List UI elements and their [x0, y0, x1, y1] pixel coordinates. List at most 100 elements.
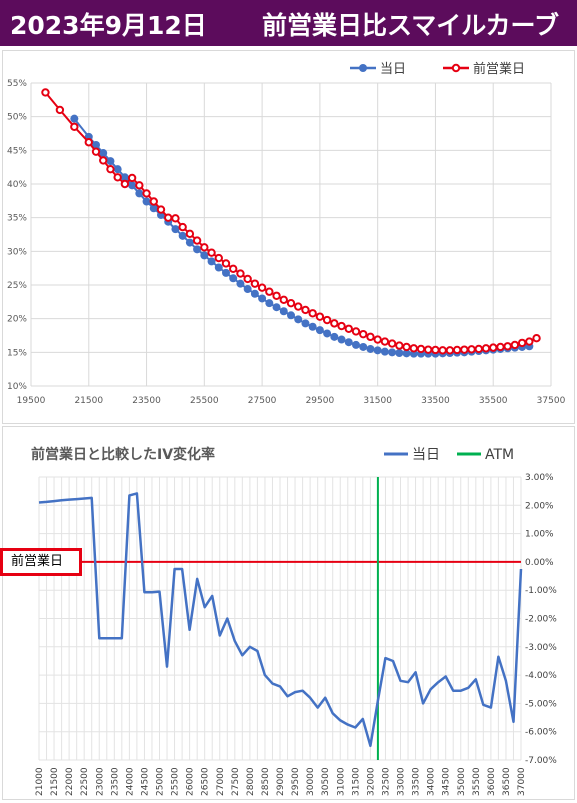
x-tick-label: 25000 [156, 767, 166, 796]
y-tick-label: 3.00% [525, 473, 554, 483]
today-point [395, 349, 404, 358]
x-tick-label: 35500 [472, 767, 482, 796]
iv-change-line [38, 492, 523, 748]
y-tick-label: -5.00% [525, 699, 557, 709]
previous-point [272, 291, 281, 300]
previous-point [467, 345, 476, 354]
previous-point [106, 164, 115, 174]
previous-point [359, 329, 368, 339]
previous-point [164, 213, 173, 222]
x-tick-label: 37000 [517, 767, 527, 796]
x-tick-label: 24000 [125, 767, 135, 796]
previous-point [178, 222, 187, 232]
today-point [352, 340, 360, 349]
x-tick-label: 36000 [487, 767, 497, 796]
x-tick-label: 30000 [306, 767, 316, 796]
y-tick-label: 40% [7, 180, 27, 190]
today-point [135, 189, 144, 198]
previous-point [279, 295, 288, 305]
previous-point [438, 346, 447, 355]
previous-point [452, 345, 462, 355]
previous-point [113, 173, 122, 182]
x-tick-label: 24500 [140, 767, 150, 796]
previous-point [445, 346, 455, 355]
today-point [330, 332, 339, 341]
today-point [229, 274, 238, 283]
previous-point [460, 345, 469, 354]
legend-label: 当日 [412, 447, 440, 463]
previous-point [214, 253, 223, 263]
x-tick-label: 34000 [427, 767, 437, 796]
y-tick-label: 35% [7, 214, 27, 224]
x-tick-label: 27000 [216, 767, 226, 796]
previous-point [156, 205, 166, 214]
today-point [308, 322, 317, 331]
x-tick-label: 29000 [276, 767, 286, 796]
previous-point [517, 338, 527, 348]
previous-point [236, 269, 245, 278]
previous-point [250, 279, 260, 288]
iv-change-panel: 前営業日と比較したIV変化率 3.00% 2.00% 1.00% 0.00% -1.00%… [2, 426, 575, 800]
header-title: 前営業日比スマイルカーブ [262, 11, 560, 40]
previous-point [171, 214, 180, 223]
y-tick-label: -1.00% [525, 586, 557, 596]
y-tick-label: 50% [7, 113, 27, 123]
previous-point [366, 332, 375, 342]
today-point [120, 173, 129, 182]
y-tick-label: 25% [7, 281, 27, 291]
x-tick-label: 29500 [306, 396, 335, 406]
previous-point [373, 335, 382, 344]
x-tick-label: 28000 [246, 767, 256, 796]
x-tick-label: 23500 [132, 396, 161, 406]
previous-point [351, 327, 361, 336]
x-tick-label: 22500 [80, 767, 90, 796]
today-point [128, 181, 137, 190]
today-point [106, 157, 115, 166]
x-tick-label: 37500 [537, 396, 566, 406]
previous-point [510, 340, 520, 350]
today-point [92, 140, 100, 149]
previous-point [395, 341, 404, 350]
y-tick-label: 30% [7, 247, 27, 257]
today-point [323, 329, 332, 338]
legend-marker [359, 64, 367, 72]
x-tick-label: 25500 [171, 767, 181, 796]
x-tick-label: 31000 [336, 767, 346, 796]
today-point [294, 315, 303, 324]
previous-day-reference-label: 前営業日 [0, 548, 82, 576]
x-tick-label: 29500 [291, 767, 301, 796]
x-tick-label: 27500 [248, 396, 277, 406]
today-point [70, 114, 79, 123]
x-tick-label: 21500 [50, 767, 60, 796]
x-tick-label: 33500 [421, 396, 450, 406]
previous-point [55, 105, 65, 115]
today-point [344, 338, 353, 347]
x-tick-label: 34500 [442, 767, 452, 796]
previous-point [294, 302, 303, 311]
y-tick-label: -4.00% [525, 671, 557, 681]
y-tick-label: -7.00% [525, 756, 557, 766]
today-point [193, 245, 202, 254]
header-banner: 2023年9月12日 前営業日比スマイルカーブ [0, 0, 577, 46]
y-tick-label: -3.00% [525, 643, 557, 653]
previous-point [525, 337, 534, 346]
previous-point [149, 197, 158, 206]
x-tick-label: 31500 [351, 767, 361, 796]
today-point [236, 279, 245, 288]
previous-point [265, 287, 274, 296]
previous-point [286, 298, 296, 308]
today-point [178, 231, 187, 240]
previous-point [185, 229, 195, 239]
previous-point [301, 305, 310, 315]
previous-point [70, 122, 79, 131]
x-tick-label: 31500 [363, 396, 392, 406]
previous-point [344, 324, 353, 333]
today-point [243, 285, 252, 294]
previous-point [424, 345, 433, 354]
previous-point [387, 339, 397, 348]
x-tick-label: 36500 [502, 767, 512, 796]
previous-point [409, 344, 418, 353]
previous-point [481, 344, 491, 353]
today-point [99, 149, 108, 158]
today-point [265, 299, 274, 308]
